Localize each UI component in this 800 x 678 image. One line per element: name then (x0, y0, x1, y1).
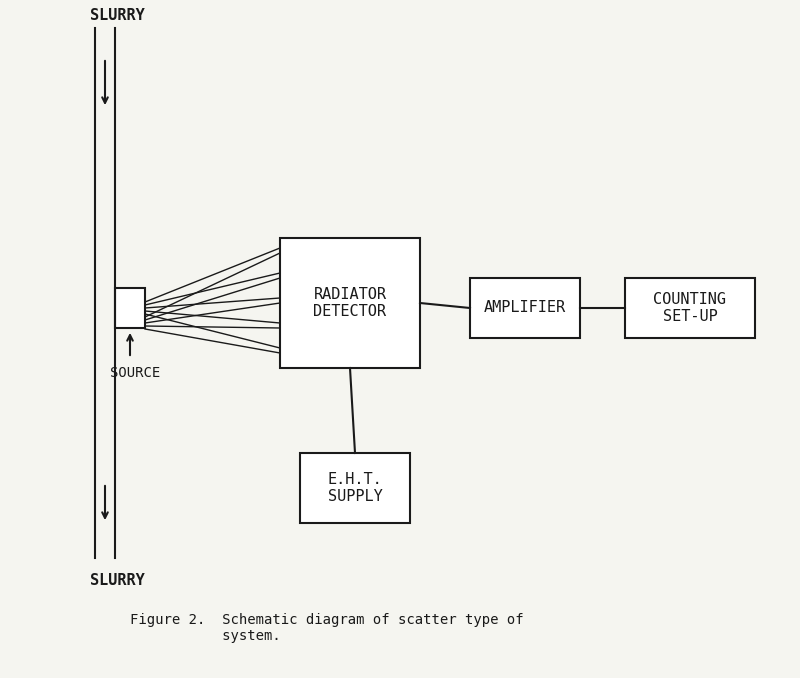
Text: COUNTING
SET-UP: COUNTING SET-UP (654, 292, 726, 324)
Text: SOURCE: SOURCE (110, 366, 160, 380)
FancyBboxPatch shape (115, 288, 145, 328)
FancyBboxPatch shape (280, 238, 420, 368)
Text: SLURRY: SLURRY (90, 8, 145, 23)
Text: SLURRY: SLURRY (90, 573, 145, 588)
FancyBboxPatch shape (470, 278, 580, 338)
Text: RADIATOR
DETECTOR: RADIATOR DETECTOR (314, 287, 386, 319)
Text: Figure 2.  Schematic diagram of scatter type of
           system.: Figure 2. Schematic diagram of scatter t… (130, 613, 524, 643)
Text: E.H.T.
SUPPLY: E.H.T. SUPPLY (328, 472, 382, 504)
Text: AMPLIFIER: AMPLIFIER (484, 300, 566, 315)
FancyBboxPatch shape (300, 453, 410, 523)
FancyBboxPatch shape (625, 278, 755, 338)
